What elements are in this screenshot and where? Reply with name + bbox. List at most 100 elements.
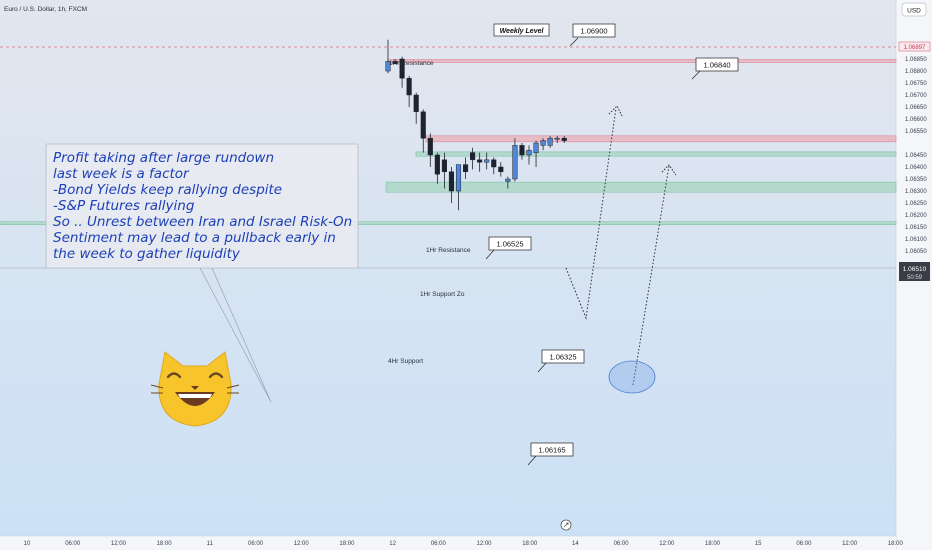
zone-2[interactable] bbox=[415, 151, 897, 157]
y-tick-9: 1.06350 bbox=[905, 177, 927, 183]
x-tick-5: 06:00 bbox=[248, 541, 264, 547]
candle-20[interactable] bbox=[526, 145, 532, 165]
y-tick-0: 1.06850 bbox=[905, 57, 927, 63]
candle-5[interactable] bbox=[420, 109, 426, 153]
projection-arrows bbox=[565, 105, 677, 386]
y-tick-labels: 1.06850 1.06800 1.06750 1.06700 1.06650 1.066… bbox=[905, 57, 927, 255]
callout-106325-text: 1.06325 bbox=[549, 353, 576, 362]
time-axis[interactable] bbox=[0, 536, 896, 550]
current-price-value: 1.06510 bbox=[903, 266, 927, 273]
x-tick-13: 06:00 bbox=[614, 541, 630, 547]
zone-0[interactable] bbox=[387, 59, 897, 63]
candle-11[interactable] bbox=[463, 157, 469, 179]
x-tick-11: 18:00 bbox=[522, 541, 538, 547]
zones-layer bbox=[0, 59, 897, 226]
candle-19[interactable] bbox=[519, 143, 525, 160]
candle-8[interactable] bbox=[441, 152, 447, 189]
y-tick-5: 1.06600 bbox=[905, 117, 927, 123]
top-price-tag: 1.06897 bbox=[898, 41, 931, 52]
y-tick-13: 1.06150 bbox=[905, 225, 927, 231]
candle-22[interactable] bbox=[540, 138, 546, 151]
svg-text:1.06897: 1.06897 bbox=[904, 45, 926, 51]
candle-24[interactable] bbox=[554, 135, 560, 143]
x-tick-8: 12 bbox=[389, 541, 396, 547]
candle-12[interactable] bbox=[470, 147, 476, 170]
zone-1[interactable] bbox=[425, 135, 897, 143]
x-tick-19: 18:00 bbox=[888, 541, 904, 547]
candle-7[interactable] bbox=[434, 152, 440, 184]
note-line-2: last week is a factor bbox=[53, 166, 190, 182]
note-line-4: -S&P Futures rallying bbox=[53, 198, 195, 214]
callout-106525-text: 1.06525 bbox=[496, 240, 523, 249]
currency-button[interactable]: USD bbox=[901, 2, 927, 17]
candle-2[interactable] bbox=[399, 56, 405, 88]
candle-18[interactable] bbox=[512, 138, 518, 182]
x-tick-16: 15 bbox=[755, 541, 762, 547]
candle-14[interactable] bbox=[484, 152, 490, 170]
y-tick-8: 1.06400 bbox=[905, 165, 927, 171]
x-tick-14: 12:00 bbox=[659, 541, 675, 547]
x-tick-7: 18:00 bbox=[339, 541, 355, 547]
zone-label-1hr-support: 1Hr Support Zo bbox=[420, 291, 465, 298]
callout-106325[interactable]: 1.06325 bbox=[537, 349, 585, 373]
callout-106840-text: 1.06840 bbox=[703, 61, 730, 70]
current-price-countdown: 50:59 bbox=[907, 275, 923, 281]
note-line-7: the week to gather liquidity bbox=[53, 246, 241, 262]
x-tick-10: 12:00 bbox=[476, 541, 492, 547]
arrow-head-1 bbox=[608, 105, 623, 117]
zone-label-1hr-resistance: 1Hr Resistance bbox=[426, 247, 471, 254]
candle-4[interactable] bbox=[413, 92, 419, 124]
y-tick-11: 1.06250 bbox=[905, 201, 927, 207]
y-tick-7: 1.06450 bbox=[905, 153, 927, 159]
x-tick-12: 14 bbox=[572, 541, 579, 547]
callout-106525[interactable]: 1.06525 bbox=[485, 236, 532, 260]
candle-23[interactable] bbox=[547, 135, 553, 148]
smiling-cat-icon bbox=[150, 351, 240, 427]
note-line-1: Profit taking after large rundown bbox=[53, 150, 274, 166]
y-tick-14: 1.06100 bbox=[905, 237, 927, 243]
candle-3[interactable] bbox=[406, 75, 412, 107]
candles-layer bbox=[385, 39, 567, 211]
y-tick-10: 1.06300 bbox=[905, 189, 927, 195]
callout-106900[interactable]: 1.06900 bbox=[569, 23, 616, 47]
candle-10[interactable] bbox=[455, 164, 462, 211]
weekly-level-box[interactable]: Weekly Level bbox=[493, 23, 550, 37]
x-tick-1: 06:00 bbox=[65, 541, 81, 547]
reset-icon[interactable] bbox=[560, 519, 572, 531]
currency-label: USD bbox=[907, 8, 921, 15]
candle-15[interactable] bbox=[491, 157, 497, 175]
projection-path-1 bbox=[565, 107, 617, 320]
candle-0[interactable] bbox=[385, 39, 391, 74]
candle-1[interactable] bbox=[392, 59, 398, 65]
x-tick-18: 12:00 bbox=[842, 541, 858, 547]
arrow-head-2 bbox=[661, 164, 677, 176]
candle-17[interactable] bbox=[505, 176, 511, 189]
callout-106165[interactable]: 1.06165 bbox=[527, 442, 574, 466]
candle-9[interactable] bbox=[448, 167, 454, 203]
callout-106840[interactable]: 1.06840 bbox=[691, 57, 739, 80]
x-tick-15: 18:00 bbox=[705, 541, 721, 547]
y-tick-12: 1.06200 bbox=[905, 213, 927, 219]
x-tick-0: 10 bbox=[24, 541, 31, 547]
liquidity-ellipse bbox=[608, 360, 656, 394]
y-tick-15: 1.06050 bbox=[905, 249, 927, 255]
candle-16[interactable] bbox=[498, 162, 504, 177]
annotation-pointer bbox=[199, 267, 272, 403]
candle-6[interactable] bbox=[427, 133, 433, 167]
chart-background bbox=[0, 0, 896, 550]
x-tick-4: 11 bbox=[207, 541, 214, 547]
y-tick-2: 1.06750 bbox=[905, 81, 927, 87]
x-tick-9: 06:00 bbox=[431, 541, 447, 547]
candle-25[interactable] bbox=[561, 135, 567, 143]
zone-label-4hr-support: 4Hr Support bbox=[388, 358, 423, 365]
y-tick-6: 1.06550 bbox=[905, 129, 927, 135]
x-tick-3: 18:00 bbox=[157, 541, 173, 547]
x-tick-17: 06:00 bbox=[796, 541, 812, 547]
candle-21[interactable] bbox=[533, 140, 539, 167]
candle-13[interactable] bbox=[477, 152, 483, 172]
annotation-note[interactable]: Profit taking after large rundown last w… bbox=[45, 143, 359, 403]
zone-4[interactable] bbox=[0, 221, 897, 226]
zone-3[interactable] bbox=[385, 181, 897, 193]
callout-106165-text: 1.06165 bbox=[538, 446, 565, 455]
